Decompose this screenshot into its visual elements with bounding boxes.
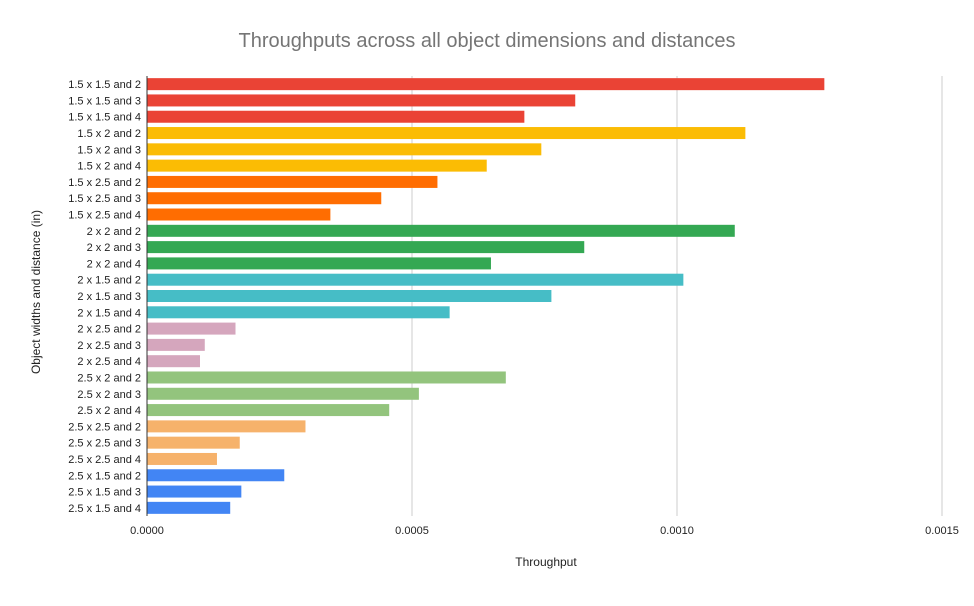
y-tick-label: 1.5 x 1.5 and 3 <box>68 95 141 107</box>
y-tick-label: 2 x 2 and 4 <box>87 258 141 270</box>
y-tick-label: 2 x 2.5 and 2 <box>77 324 141 336</box>
y-tick-label: 2.5 x 2.5 and 4 <box>68 454 141 466</box>
y-tick-label: 1.5 x 1.5 and 2 <box>68 79 141 91</box>
y-tick-label: 1.5 x 2.5 and 2 <box>68 177 141 189</box>
bar <box>147 387 419 400</box>
bar <box>147 143 542 156</box>
bar <box>147 273 684 286</box>
y-tick-label: 2.5 x 2 and 2 <box>77 372 141 384</box>
bar <box>147 371 506 384</box>
y-tick-label: 1.5 x 2.5 and 3 <box>68 193 141 205</box>
y-tick-label: 2.5 x 2.5 and 3 <box>68 438 141 450</box>
bar <box>147 436 240 449</box>
y-tick-label: 2 x 1.5 and 2 <box>77 275 141 287</box>
bar <box>147 485 242 498</box>
y-tick-label: 2.5 x 2 and 4 <box>77 405 141 417</box>
y-axis-label: Object widths and distance (in) <box>29 209 43 375</box>
bar <box>147 257 491 270</box>
bar <box>147 420 306 433</box>
bar <box>147 306 450 319</box>
y-tick-label: 2.5 x 1.5 and 4 <box>68 503 141 515</box>
bar <box>147 208 331 221</box>
bar <box>147 224 735 237</box>
y-tick-label: 2.5 x 2 and 3 <box>77 389 141 401</box>
y-tick-label: 1.5 x 2 and 2 <box>77 128 141 140</box>
bar <box>147 110 525 123</box>
y-tick-label: 2 x 2 and 3 <box>87 242 141 254</box>
y-tick-label: 2 x 2.5 and 3 <box>77 340 141 352</box>
y-tick-label: 1.5 x 1.5 and 4 <box>68 112 141 124</box>
x-tick-label: 0.0005 <box>395 525 429 537</box>
bar <box>147 322 236 335</box>
chart-title: Throughputs across all object dimensions… <box>238 30 736 52</box>
y-tick-label: 2.5 x 1.5 and 2 <box>68 470 141 482</box>
x-axis-label: Throughput <box>515 555 577 569</box>
bar <box>147 241 585 254</box>
bar <box>147 469 285 482</box>
bar <box>147 94 576 107</box>
x-tick-label: 0.0015 <box>925 525 959 537</box>
bar <box>147 452 217 465</box>
x-tick-label: 0.0010 <box>660 525 694 537</box>
bar <box>147 404 390 417</box>
bar <box>147 501 231 514</box>
bar <box>147 290 552 302</box>
y-tick-label: 1.5 x 2 and 4 <box>77 161 141 173</box>
bar <box>147 175 438 188</box>
y-tick-label: 2 x 1.5 and 4 <box>77 307 141 319</box>
y-tick-label: 2.5 x 2.5 and 2 <box>68 421 141 433</box>
y-tick-label: 2 x 1.5 and 3 <box>77 291 141 303</box>
bar <box>147 127 746 140</box>
bar <box>147 338 205 351</box>
bar <box>147 78 825 91</box>
y-tick-label: 1.5 x 2.5 and 4 <box>68 210 141 222</box>
bar <box>147 355 200 368</box>
y-tick-label: 2 x 2.5 and 4 <box>77 356 141 368</box>
y-tick-label: 2.5 x 1.5 and 3 <box>68 487 141 499</box>
bar <box>147 159 487 172</box>
y-tick-label: 1.5 x 2 and 3 <box>77 144 141 156</box>
y-tick-label: 2 x 2 and 2 <box>87 226 141 238</box>
bar <box>147 192 382 205</box>
x-tick-label: 0.0000 <box>130 525 164 537</box>
